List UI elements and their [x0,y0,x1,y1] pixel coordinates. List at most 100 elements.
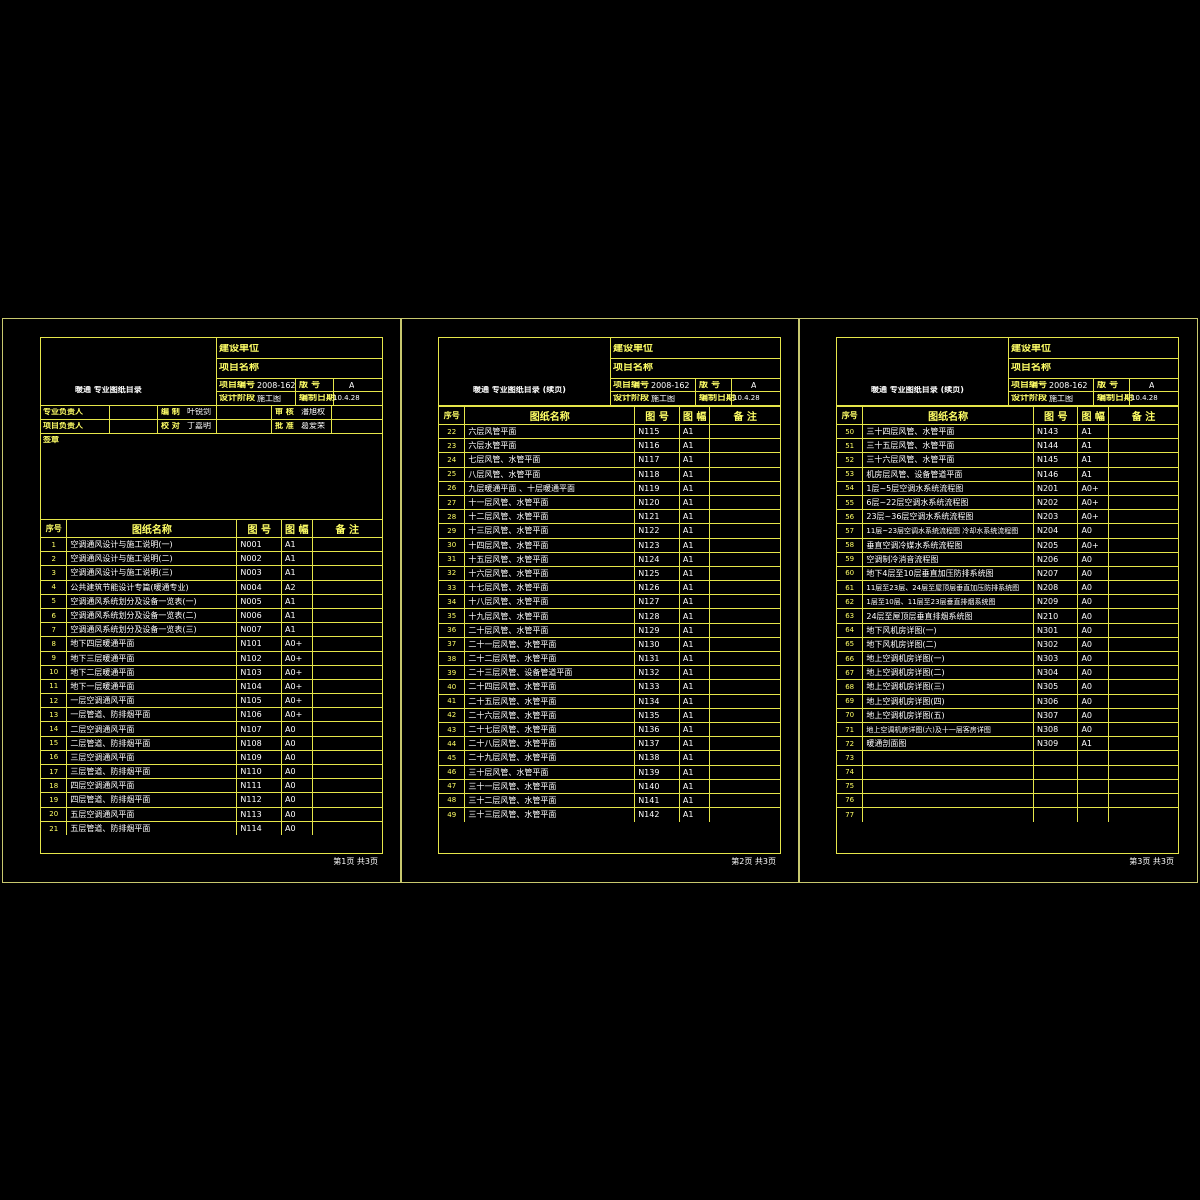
table-row: 50 三十四层风管、水管平面 N143 A1 [837,423,1178,439]
remarks-cell [312,806,382,822]
table-row: 43 二十七层风管、水管平面 N136 A1 [439,721,780,737]
sheet-size: A0+ [1077,537,1109,553]
sheet-size: A0 [281,820,313,836]
drawing-code [1033,792,1079,808]
sheet-size [1077,778,1109,794]
row-number: 38 [439,650,466,666]
drawing-name: 空调通风设计与施工说明(三) [66,565,238,581]
drawing-code [1033,764,1079,780]
drawing-code: N144 [1033,438,1079,453]
remarks-cell [709,636,780,652]
drawing-code: N131 [634,650,680,666]
sheet-size: A1 [679,580,711,595]
remarks-cell [709,764,780,780]
drawing-name: 1层~5层空调水系统流程图 [862,480,1034,496]
drawing-code: N306 [1033,693,1079,709]
table-row: 25 八层风管、水管平面 N118 A1 [439,466,780,482]
sheet-size: A0 [1077,721,1109,737]
table-row: 73 [837,750,1178,765]
remarks-cell [709,452,780,468]
remarks-cell [312,579,382,595]
sheet-size: A0 [1077,608,1109,624]
remarks-cell [312,636,382,651]
remarks-cell [709,650,780,666]
table-row: 10 地下二层暖通平面 N103 A0+ [41,664,382,680]
drawing-name: 暖通剖面图 [862,736,1034,751]
drawing-name: 空调通风设计与施工说明(二) [66,551,238,566]
row-number: 54 [837,480,864,496]
table-row: 37 二十一层风管、水管平面 N130 A1 [439,636,780,652]
table-row: 47 三十一层风管、水管平面 N140 A1 [439,778,780,794]
table-row: 54 1层~5层空调水系统流程图 N201 A0+ [837,480,1178,496]
drawing-name: 11层至23层、24层至屋顶层垂直加压防排系统图 [862,580,1034,595]
sheet-size: A1 [679,537,711,553]
remarks-cell [1108,665,1178,680]
drawing-code: N123 [634,537,680,553]
remarks-cell [312,820,382,836]
table-row: 48 三十二层风管、水管平面 N141 A1 [439,792,780,808]
row-number: 26 [439,480,466,496]
sheet-size: A0 [1077,707,1109,723]
people-label: 审 核 [275,408,294,416]
drawing-name: 二十八层风管、水管平面 [464,736,636,751]
drawing-name: 地下4层至10层垂直加压防排系统图 [862,565,1034,581]
column-header: 备 注 [709,406,780,425]
sheet-size: A1 [679,707,711,723]
table-row: 9 地下三层暖通平面 N102 A0+ [41,650,382,666]
row-number: 12 [41,693,68,708]
remarks-cell [709,750,780,765]
drawing-name: 二十九层风管、水管平面 [464,750,636,765]
remarks-cell [312,650,382,666]
table-row: 31 十五层风管、水管平面 N124 A1 [439,551,780,567]
remarks-cell [312,763,382,779]
table-row: 64 地下风机房详图(一) N301 A0 [837,622,1178,638]
drawing-code: N006 [236,607,283,623]
sheet-size: A1 [679,792,711,808]
row-number: 48 [439,792,466,808]
drawing-name: 二十层风管、水管平面 [464,622,636,638]
column-header: 备 注 [312,519,382,538]
drawing-code: N130 [634,636,680,652]
sheet-size: A1 [1077,466,1109,482]
drawing-name: 垂直空调冷媒水系统流程图 [862,537,1034,553]
sheet-size: A1 [281,536,313,552]
people-label: 校 对 [161,422,180,430]
drawing-code: N007 [236,622,283,637]
drawing-code: N004 [236,579,283,595]
table-row: 18 四层空调通风平面 N111 A0 [41,778,382,793]
drawing-code: N303 [1033,650,1079,666]
drawing-name: 十九层风管、水管平面 [464,608,636,624]
drawing-code: N116 [634,438,680,453]
column-header: 图 幅 [1077,406,1109,425]
sheet-size: A1 [679,438,711,453]
row-number: 57 [837,523,864,538]
remarks-cell [709,494,780,510]
sheet-size: A0 [1077,594,1109,609]
table-row: 2 空调通风设计与施工说明(二) N002 A1 [41,551,382,566]
remarks-cell [312,707,382,722]
drawing-code: N110 [236,763,283,779]
sheet-size: A0+ [281,664,313,680]
drawing-name: 三十三层风管、水管平面 [464,807,636,822]
drawing-name: 六层水管平面 [464,438,636,453]
column-header: 图纸名称 [464,406,636,425]
table-row: 23 六层水管平面 N116 A1 [439,438,780,453]
column-header: 图 号 [236,519,283,538]
remarks-cell [709,438,780,453]
table-row: 69 地上空调机房详图(四) N306 A0 [837,693,1178,709]
people-value: 丁嘉明 [187,422,211,430]
drawing-name: 二十七层风管、水管平面 [464,721,636,737]
drawing-code: N132 [634,665,680,680]
row-number: 61 [837,580,864,595]
drawing-code: N120 [634,494,680,510]
table-row: 38 二十二层风管、水管平面 N131 A1 [439,650,780,666]
row-number: 67 [837,665,864,680]
project-no-label: 项目编号 [1011,381,1048,390]
column-header: 图 幅 [281,519,313,538]
table-row: 76 [837,792,1178,808]
row-number: 8 [41,636,68,651]
drawing-code: N205 [1033,537,1079,553]
row-number: 42 [439,707,466,723]
sheet-size: A1 [679,551,711,567]
drawing-name: 地下三层暖通平面 [66,650,238,666]
